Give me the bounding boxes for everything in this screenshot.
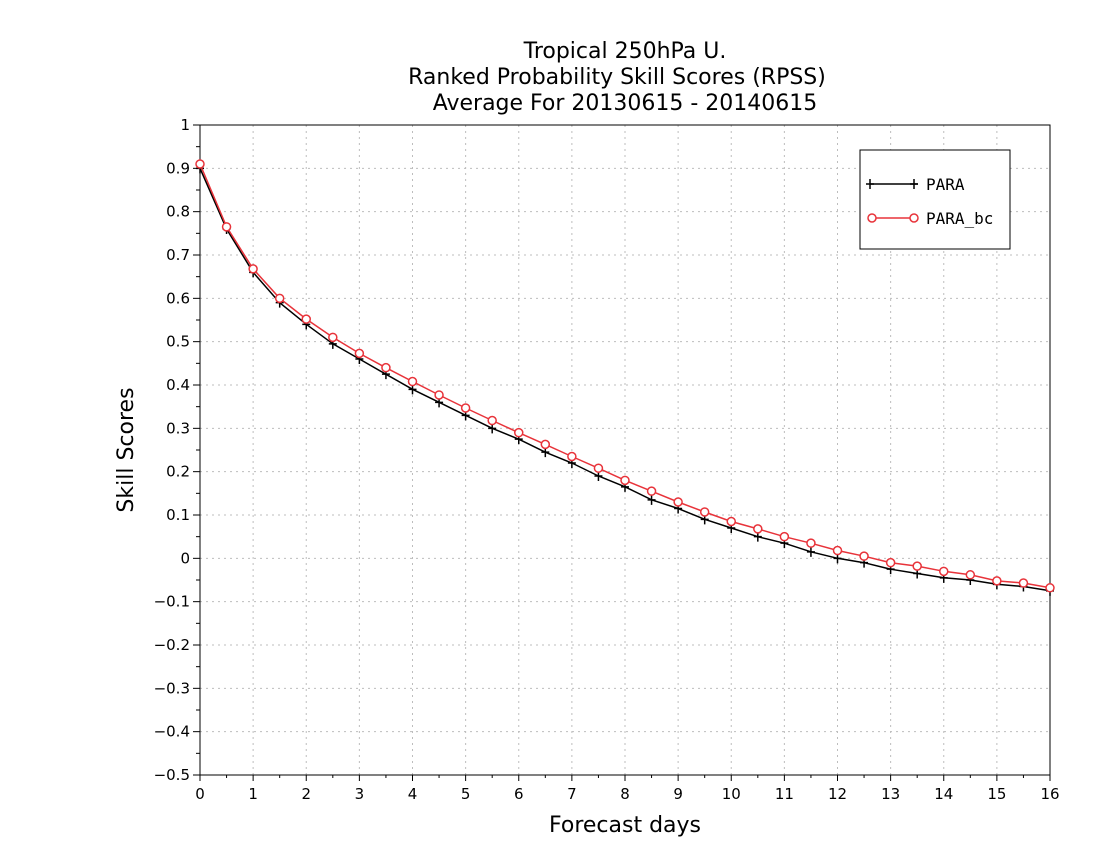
- x-tick-label: 4: [408, 785, 418, 803]
- data-point: [328, 332, 338, 343]
- data-point: [514, 427, 524, 438]
- x-tick-label: 12: [828, 785, 847, 803]
- y-tick-label: 1: [180, 116, 190, 134]
- legend-marker-para-plus-left: [866, 179, 874, 189]
- chart-title-line-2: Ranked Probability Skill Scores (RPSS): [408, 65, 826, 90]
- legend: PARA PARA_bc: [859, 149, 1011, 250]
- y-tick-label: 0.6: [166, 289, 190, 307]
- x-tick-label: 6: [514, 785, 524, 803]
- data-point: [540, 439, 551, 450]
- y-tick-label: −0.3: [154, 679, 190, 697]
- y-tick-label: −0.2: [154, 636, 190, 654]
- data-point: [1018, 578, 1029, 588]
- data-point: [434, 390, 444, 400]
- x-tick-label: 7: [567, 785, 577, 803]
- legend-label-para-bc: PARA_bc: [926, 209, 993, 228]
- series-para: [196, 163, 1054, 596]
- data-point: [301, 314, 311, 324]
- x-tick-label: 16: [1040, 785, 1059, 803]
- axis-ticks: 0 1 2 3 4 5 6 7 8 9 10 11 12 13 14 15 16−0.5−0.4−0.3−0.2…: [154, 116, 1060, 803]
- x-tick-label: 0: [195, 785, 205, 803]
- data-point: [726, 516, 736, 527]
- legend-marker-para-bc-circle-right: [909, 213, 919, 223]
- x-tick-label: 3: [355, 785, 365, 803]
- series-layer: [195, 159, 1055, 596]
- data-point: [620, 475, 630, 486]
- x-tick-label: 5: [461, 785, 471, 803]
- data-point: [567, 451, 577, 462]
- data-point: [593, 463, 604, 473]
- y-tick-label: −0.4: [154, 723, 190, 741]
- data-point: [753, 524, 763, 534]
- x-axis-label: Forecast days: [549, 813, 701, 838]
- data-point: [460, 403, 471, 413]
- x-tick-label: 15: [987, 785, 1006, 803]
- data-point: [221, 222, 232, 232]
- legend-marker-para-bc-circle-left: [867, 213, 877, 223]
- data-point: [354, 348, 365, 359]
- data-point: [965, 570, 976, 580]
- y-axis-label: Skill Scores: [114, 387, 139, 512]
- data-point: [646, 486, 657, 496]
- y-tick-label: 0.4: [166, 376, 190, 394]
- data-point: [885, 557, 896, 568]
- data-point: [806, 546, 815, 557]
- y-tick-label: 0.5: [166, 333, 190, 351]
- x-tick-label: 13: [881, 785, 900, 803]
- legend-label-para: PARA: [926, 175, 965, 194]
- data-point: [859, 551, 869, 561]
- data-point: [912, 561, 922, 571]
- y-tick-label: 0.1: [166, 506, 190, 524]
- data-point: [647, 494, 656, 505]
- y-tick-label: 0.8: [166, 203, 190, 221]
- x-tick-label: 2: [301, 785, 311, 803]
- data-point: [779, 531, 790, 542]
- x-tick-label: 8: [620, 785, 630, 803]
- data-point: [1045, 583, 1055, 593]
- data-point: [992, 576, 1002, 586]
- data-point: [806, 538, 816, 548]
- data-point: [274, 293, 285, 304]
- data-point: [487, 415, 497, 426]
- legend-box: [859, 149, 1011, 250]
- data-point: [699, 507, 710, 517]
- x-tick-label: 11: [775, 785, 794, 803]
- legend-marker-para-plus-right: [910, 179, 918, 189]
- data-point: [832, 545, 843, 556]
- x-tick-label: 10: [722, 785, 741, 803]
- chart-title-line-3: Average For 20130615 - 20140615: [433, 91, 818, 116]
- y-tick-label: 0.3: [166, 419, 190, 437]
- x-tick-label: 1: [248, 785, 258, 803]
- data-point: [381, 362, 391, 373]
- data-point: [939, 566, 949, 577]
- y-tick-label: 0: [180, 549, 190, 567]
- y-tick-label: 0.9: [166, 159, 190, 177]
- y-tick-label: 0.7: [166, 246, 190, 264]
- grid-lines: [200, 125, 1050, 775]
- y-tick-label: −0.1: [154, 593, 190, 611]
- data-point: [195, 159, 205, 169]
- y-tick-label: −0.5: [154, 766, 190, 784]
- x-tick-label: 9: [673, 785, 683, 803]
- data-point: [673, 497, 683, 507]
- data-point: [248, 264, 258, 274]
- y-tick-label: 0.2: [166, 463, 190, 481]
- data-point: [407, 376, 418, 387]
- chart-title-line-1: Tropical 250hPa U.: [523, 39, 727, 64]
- x-tick-label: 14: [934, 785, 953, 803]
- series-para-bc: [195, 159, 1055, 593]
